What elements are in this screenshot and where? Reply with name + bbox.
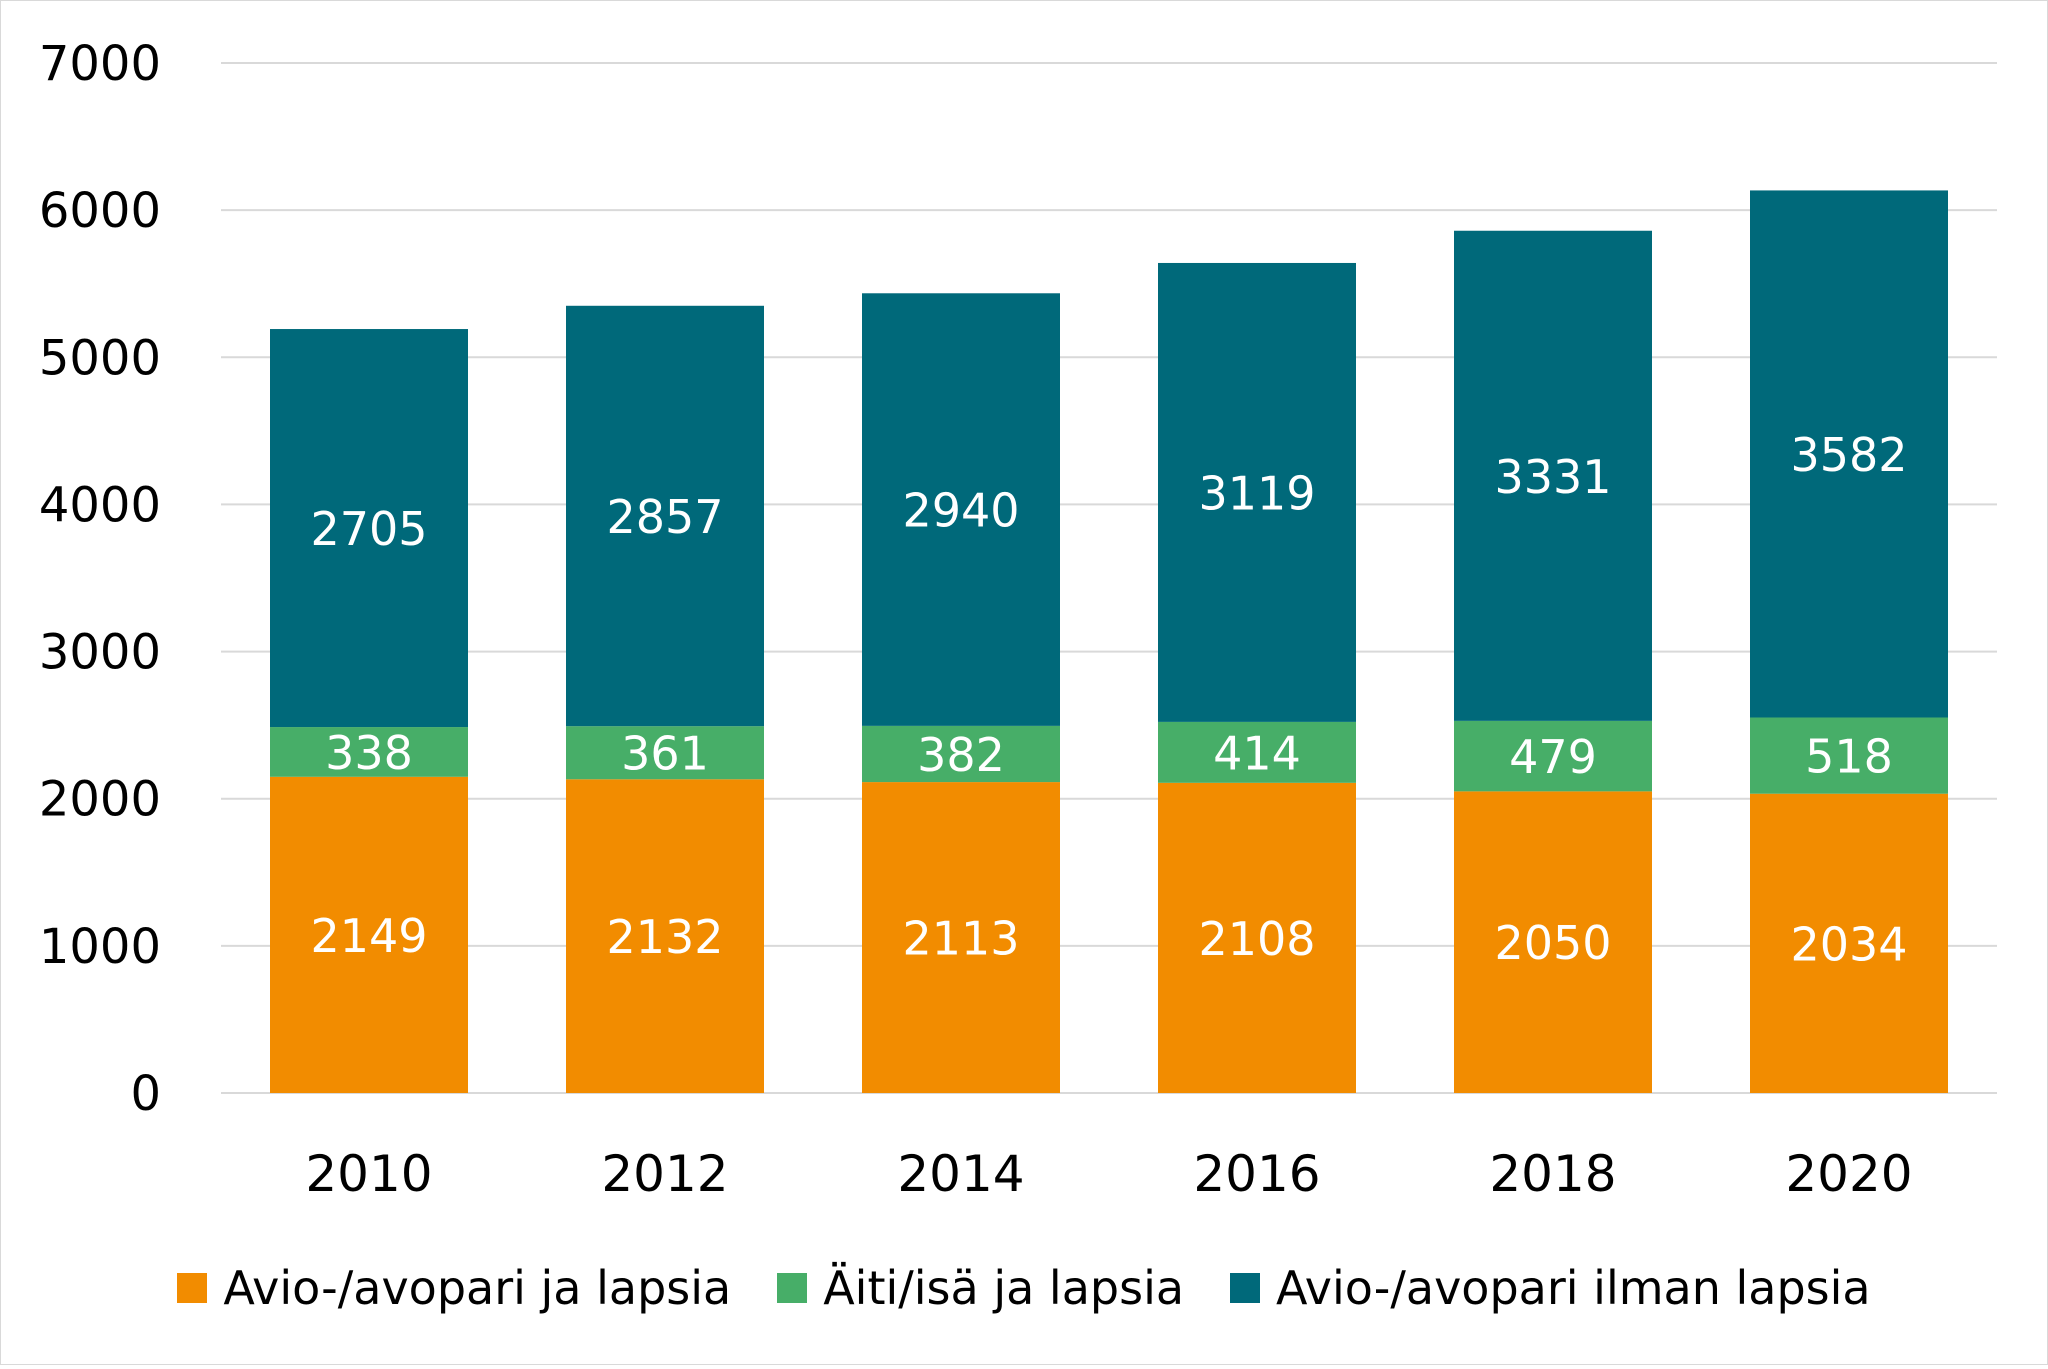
y-tick-label: 2000 xyxy=(39,772,161,828)
y-tick-label: 1000 xyxy=(39,919,161,975)
data-label-series-1-2014: 382 xyxy=(917,728,1005,782)
y-tick-label: 7000 xyxy=(39,36,161,92)
legend-item-series-2: Avio-/avopari ilman lapsia xyxy=(1230,1261,1871,1315)
gridlines xyxy=(221,62,1997,1094)
bar-series-0-2018 xyxy=(1454,791,1652,1093)
bar-series-0-2012 xyxy=(566,779,764,1093)
x-tick-label-2020: 2020 xyxy=(1785,1145,1912,1203)
bar-series-2-2014 xyxy=(862,293,1060,726)
data-label-series-2-2016: 3119 xyxy=(1198,466,1315,520)
y-axis-ticks: 0 1000 2000 3000 4000 5000 6000 7000 xyxy=(39,36,161,1122)
bar-series-1-2018 xyxy=(1454,720,1652,792)
data-label-series-2-2014: 2940 xyxy=(902,484,1019,538)
data-label-series-0-2010: 2149 xyxy=(310,909,427,963)
legend-swatch-series-0 xyxy=(177,1273,208,1303)
x-tick-label-2016: 2016 xyxy=(1193,1145,1320,1203)
x-axis-ticks: 2010 2012 2014 2016 2018 2020 xyxy=(305,1145,1912,1203)
bar-series-0-2010 xyxy=(270,776,468,1093)
legend: Avio-/avopari ja lapsia Äiti/isä ja laps… xyxy=(0,1258,2048,1318)
data-label-series-0-2014: 2113 xyxy=(902,912,1019,966)
bar-series-0-2016 xyxy=(1158,782,1356,1093)
x-tick-label-2018: 2018 xyxy=(1489,1145,1616,1203)
legend-swatch-series-2 xyxy=(1230,1273,1261,1303)
x-tick-label-2012: 2012 xyxy=(601,1145,728,1203)
y-tick-label: 5000 xyxy=(39,330,161,386)
legend-label-series-2: Avio-/avopari ilman lapsia xyxy=(1276,1261,1871,1315)
data-label-series-2-2020: 3582 xyxy=(1790,428,1907,482)
bar-series-2-2020 xyxy=(1750,190,1948,718)
bar-series-0-2020 xyxy=(1750,793,1948,1093)
legend-swatch-series-1 xyxy=(777,1273,808,1303)
data-label-series-0-2018: 2050 xyxy=(1494,916,1611,970)
bar-series-1-2010 xyxy=(270,727,468,777)
legend-item-series-1: Äiti/isä ja lapsia xyxy=(777,1261,1184,1315)
bars xyxy=(270,190,1948,1093)
bar-series-2-2016 xyxy=(1158,262,1356,722)
x-tick-label-2010: 2010 xyxy=(305,1145,432,1203)
data-label-series-2-2018: 3331 xyxy=(1494,450,1611,504)
legend-item-series-0: Avio-/avopari ja lapsia xyxy=(177,1261,731,1315)
data-label-series-1-2020: 518 xyxy=(1805,730,1893,784)
legend-label-series-1: Äiti/isä ja lapsia xyxy=(823,1261,1185,1315)
y-tick-label: 0 xyxy=(130,1066,161,1122)
bar-series-1-2012 xyxy=(566,726,764,780)
data-labels: 2149 338 2705 2132 361 2857 2113 382 2940 2108 414… xyxy=(310,428,1907,971)
data-label-series-1-2018: 479 xyxy=(1509,730,1597,784)
data-label-series-2-2012: 2857 xyxy=(606,490,723,544)
data-label-series-1-2016: 414 xyxy=(1213,726,1301,780)
legend-label-series-0: Avio-/avopari ja lapsia xyxy=(223,1261,732,1315)
bar-series-1-2020 xyxy=(1750,717,1948,794)
bar-series-2-2018 xyxy=(1454,230,1652,721)
y-tick-label: 3000 xyxy=(39,625,161,681)
y-tick-label: 4000 xyxy=(39,477,161,533)
bar-series-2-2012 xyxy=(566,305,764,727)
y-tick-label: 6000 xyxy=(39,183,161,239)
data-label-series-1-2012: 361 xyxy=(621,727,709,781)
bar-series-1-2016 xyxy=(1158,721,1356,783)
data-label-series-0-2012: 2132 xyxy=(606,910,723,964)
data-label-series-1-2010: 338 xyxy=(325,726,413,780)
x-tick-label-2014: 2014 xyxy=(897,1145,1024,1203)
data-label-series-2-2010: 2705 xyxy=(310,502,427,556)
bar-series-2-2010 xyxy=(270,329,468,728)
data-label-series-0-2016: 2108 xyxy=(1198,912,1315,966)
data-label-series-0-2020: 2034 xyxy=(1790,917,1907,971)
bar-series-1-2014 xyxy=(862,725,1060,783)
bar-series-0-2014 xyxy=(862,782,1060,1093)
